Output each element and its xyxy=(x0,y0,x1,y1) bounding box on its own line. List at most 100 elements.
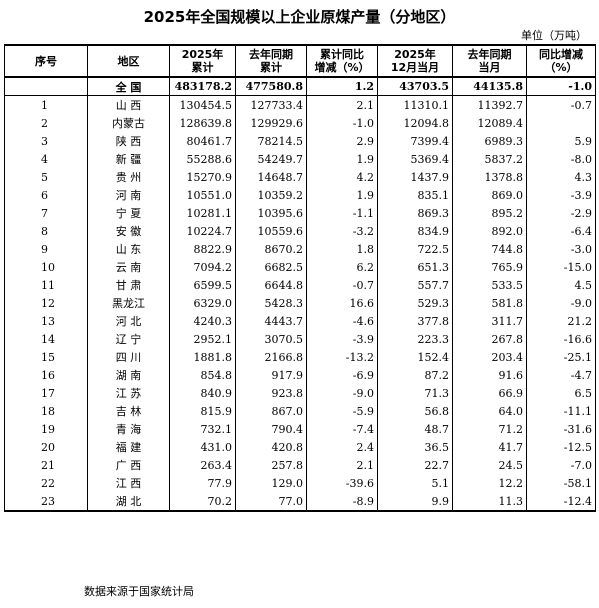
cell-prev-month: 11392.7 xyxy=(452,95,527,114)
table-row: 23 湖 北 70.2 77.0 -8.9 9.9 11.3 -12.4 xyxy=(4,492,596,512)
cell-month: 152.4 xyxy=(377,348,453,366)
cell-ytd: 4240.3 xyxy=(169,312,236,330)
cell-prev-month: 267.8 xyxy=(452,330,527,348)
cell-month-change: -12.5 xyxy=(526,438,596,456)
cell-ytd-change: 1.9 xyxy=(306,150,378,168)
page-title: 2025年全国规模以上企业原煤产量（分地区） xyxy=(143,8,456,26)
cell-prev-month: 6989.3 xyxy=(452,132,527,150)
cell-ytd-change: 1.9 xyxy=(306,186,378,204)
cell-month: 869.3 xyxy=(377,204,453,222)
header-prev-ytd: 去年同期 累计 xyxy=(235,44,307,78)
cell-prev-ytd: 77.0 xyxy=(235,492,307,512)
cell-month: 835.1 xyxy=(377,186,453,204)
cell-region: 黑龙江 xyxy=(87,294,170,312)
cell-ytd: 7094.2 xyxy=(169,258,236,276)
cell-ytd: 8822.9 xyxy=(169,240,236,258)
cell-ytd: 10281.1 xyxy=(169,204,236,222)
cell-region: 内蒙古 xyxy=(87,114,170,132)
cell-ytd-change: -9.0 xyxy=(306,384,378,402)
cell-ytd: 854.8 xyxy=(169,366,236,384)
cell-prev-month: 41.7 xyxy=(452,438,527,456)
cell-month: 5.1 xyxy=(377,474,453,492)
table-row: 20 福 建 431.0 420.8 2.4 36.5 41.7 -12.5 xyxy=(4,438,596,456)
cell-region: 福 建 xyxy=(87,438,170,456)
cell-month-change: -0.7 xyxy=(526,95,596,114)
cell-ytd: 732.1 xyxy=(169,420,236,438)
cell-region: 江 西 xyxy=(87,474,170,492)
cell-index: 23 xyxy=(4,492,88,512)
cell-index: 21 xyxy=(4,456,88,474)
cell-month-change: -11.1 xyxy=(526,402,596,420)
cell-ytd: 70.2 xyxy=(169,492,236,512)
cell-region: 云 南 xyxy=(87,258,170,276)
cell-index: 5 xyxy=(4,168,88,186)
cell-ytd: 1881.8 xyxy=(169,348,236,366)
header-ytd-change: 累计同比 增减（%） xyxy=(306,44,378,78)
cell-month-change: -58.1 xyxy=(526,474,596,492)
cell-index: 18 xyxy=(4,402,88,420)
cell-prev-month: 12.2 xyxy=(452,474,527,492)
cell-month: 48.7 xyxy=(377,420,453,438)
coal-output-table: 序号 地区 2025年 累计 去年同期 累计 累计同比 增减（%） 2025年 12月当… xyxy=(4,44,596,512)
cell-month-change: -8.0 xyxy=(526,150,596,168)
cell-month: 377.8 xyxy=(377,312,453,330)
cell-prev-ytd: 10559.6 xyxy=(235,222,307,240)
table-row: 13 河 北 4240.3 4443.7 -4.6 377.8 311.7 21.2 xyxy=(4,312,596,330)
cell-ytd-change: 2.1 xyxy=(306,456,378,474)
cell-prev-ytd: 867.0 xyxy=(235,402,307,420)
cell-prev-month: 1378.8 xyxy=(452,168,527,186)
cell-ytd: 10224.7 xyxy=(169,222,236,240)
cell-region: 湖 南 xyxy=(87,366,170,384)
cell-ytd: 263.4 xyxy=(169,456,236,474)
cell-index: 19 xyxy=(4,420,88,438)
cell-month-change: -1.0 xyxy=(526,77,596,96)
cell-month-change: -12.4 xyxy=(526,492,596,512)
cell-month: 722.5 xyxy=(377,240,453,258)
cell-month: 5369.4 xyxy=(377,150,453,168)
unit-label: 单位（万吨） xyxy=(521,29,587,42)
cell-ytd: 55288.6 xyxy=(169,150,236,168)
cell-ytd-change: -3.2 xyxy=(306,222,378,240)
cell-index: 8 xyxy=(4,222,88,240)
cell-region: 吉 林 xyxy=(87,402,170,420)
table-row: 21 广 西 263.4 257.8 2.1 22.7 24.5 -7.0 xyxy=(4,456,596,474)
header-region: 地区 xyxy=(87,44,170,78)
cell-prev-ytd: 6644.8 xyxy=(235,276,307,294)
cell-month: 9.9 xyxy=(377,492,453,512)
cell-ytd: 6329.0 xyxy=(169,294,236,312)
cell-prev-month: 91.6 xyxy=(452,366,527,384)
table-row: 12 黑龙江 6329.0 5428.3 16.6 529.3 581.8 -9.0 xyxy=(4,294,596,312)
table-row: 10 云 南 7094.2 6682.5 6.2 651.3 765.9 -15.0 xyxy=(4,258,596,276)
cell-region: 湖 北 xyxy=(87,492,170,512)
cell-prev-ytd: 477580.8 xyxy=(235,77,307,96)
cell-region: 贵 州 xyxy=(87,168,170,186)
source-note: 数据来源于国家统计局 xyxy=(84,585,194,598)
cell-region: 河 北 xyxy=(87,312,170,330)
cell-prev-month: 869.0 xyxy=(452,186,527,204)
cell-index: 4 xyxy=(4,150,88,168)
cell-region: 全 国 xyxy=(87,77,170,96)
cell-month-change xyxy=(526,114,596,132)
cell-index: 3 xyxy=(4,132,88,150)
cell-prev-ytd: 2166.8 xyxy=(235,348,307,366)
cell-index: 2 xyxy=(4,114,88,132)
cell-month-change: 5.9 xyxy=(526,132,596,150)
cell-index: 14 xyxy=(4,330,88,348)
cell-month: 36.5 xyxy=(377,438,453,456)
cell-prev-ytd: 129929.6 xyxy=(235,114,307,132)
cell-index xyxy=(4,77,88,96)
cell-ytd-change: -6.9 xyxy=(306,366,378,384)
cell-index: 16 xyxy=(4,366,88,384)
cell-prev-ytd: 4443.7 xyxy=(235,312,307,330)
cell-prev-month: 895.2 xyxy=(452,204,527,222)
cell-index: 13 xyxy=(4,312,88,330)
cell-prev-ytd: 8670.2 xyxy=(235,240,307,258)
cell-index: 1 xyxy=(4,95,88,114)
cell-region: 山 东 xyxy=(87,240,170,258)
cell-region: 辽 宁 xyxy=(87,330,170,348)
cell-ytd: 483178.2 xyxy=(169,77,236,96)
